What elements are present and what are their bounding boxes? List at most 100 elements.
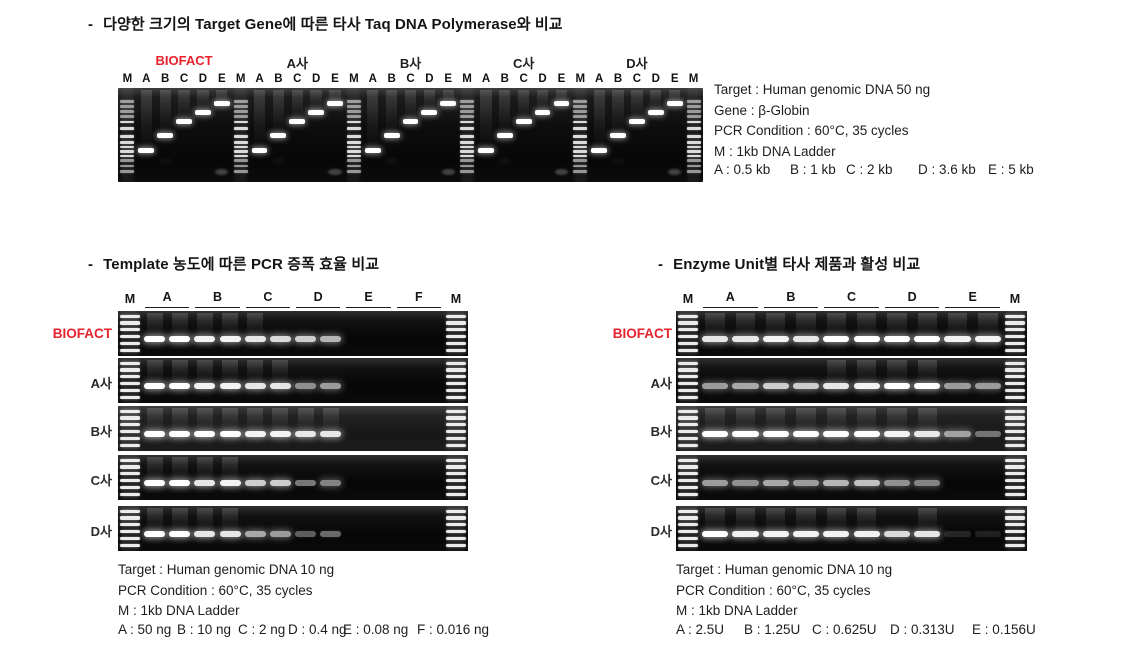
dna-band [610,133,626,138]
dna-band [702,531,729,537]
group-underline [884,306,940,309]
sample-lane-C [514,88,533,182]
ladder-band [346,141,361,144]
ladder-band [120,150,135,153]
gel-strip-2 [118,358,468,403]
ladder-band [120,423,140,427]
ladder-band [573,154,588,158]
dna-band [144,480,166,486]
lane-smear [171,408,188,431]
group-letter: B [212,290,223,304]
conditions-target-gene: Target : Human genomic DNA 50 ng Gene : β… [714,80,930,162]
dna-band [762,480,789,486]
ladder-band [460,141,475,144]
dna-band [289,118,306,124]
dna-band [702,336,729,342]
ladder-band [1005,465,1025,469]
lane-smear [385,90,398,137]
ladder-band [1005,328,1025,332]
sample-lane-D [533,88,552,182]
ladder-band [686,135,701,138]
lane-smear [171,313,188,336]
ladder-band [678,409,698,413]
lane-smear [499,90,511,137]
ladder-band [446,436,466,440]
dna-band [914,480,941,486]
ladder-band [686,150,701,153]
ladder-band [686,159,701,163]
ladder-band [678,529,698,534]
size-item: A : 2.5U [676,622,725,637]
ladder-band [686,127,701,131]
lane-letter: A [481,73,491,85]
ladder-band [460,150,475,153]
lane-smear [404,90,417,123]
dna-band [944,336,971,342]
group-letter: A [725,290,735,304]
ladder-lane [1003,311,1027,356]
conditions-enzyme: Target : Human genomic DNA 10 ng PCR Cond… [676,560,892,622]
ladder-band [460,145,475,149]
sample-lane-B [495,88,514,182]
ladder-band [120,314,140,318]
dna-band [144,531,166,537]
lane-smear [887,408,907,431]
dna-band [534,110,551,116]
dna-band [853,480,880,486]
ladder-lane [676,311,700,356]
dna-band [219,383,241,389]
lane-letter: B [387,73,396,85]
ladder-band [1005,341,1025,345]
ladder-band [1005,529,1025,534]
lane-smear [917,408,937,431]
ladder-band [686,170,701,173]
ladder-band [1005,523,1025,527]
lane-smear [826,408,847,431]
dna-band [194,110,211,116]
ladder-band [573,110,588,113]
ladder-band [686,120,701,124]
ladder-band [446,416,466,420]
group-underline [245,306,290,309]
size-item: E : 0.08 ng [343,622,409,637]
title-bullet: - [658,256,664,273]
dna-band [591,148,608,154]
lane-smear [826,360,847,383]
lane-smear [978,313,998,336]
dna-band [792,480,820,486]
lane-smear [222,408,239,431]
ladder-lane [118,455,142,500]
dna-band [194,431,216,437]
lane-smear [705,408,725,431]
dna-band [194,336,216,342]
ladder-lane [457,88,477,182]
dna-band [974,531,1001,537]
ladder-band [678,314,698,318]
dna-band [974,431,1001,437]
dna-band [702,431,729,437]
group-underline [346,306,391,309]
ladder-lane [231,88,251,182]
gel-image-target-gene [118,88,703,182]
ladder-band [120,375,140,379]
dna-band [853,383,880,389]
ladder-band [1005,443,1025,448]
sample-lane-B [382,88,401,182]
lane-letter: M [235,73,246,85]
ladder-band [1005,416,1025,420]
size-item: D : 0.4 ng [288,622,347,637]
lane-smear [917,360,937,383]
ladder-lane [344,88,364,182]
ladder-band [446,485,466,489]
group-letter: C [846,290,857,304]
ladder-band [686,145,701,149]
gel-strip-1 [676,311,1027,356]
dna-band [553,100,570,106]
ladder-band [120,135,135,138]
ladder-band [446,543,466,548]
ladder-band [678,388,698,392]
lane-letter: M [349,73,359,85]
title-text: 다양한 크기의 Target Gene에 따른 타사 Taq DNA Polym… [103,16,563,33]
dna-band [823,383,850,389]
